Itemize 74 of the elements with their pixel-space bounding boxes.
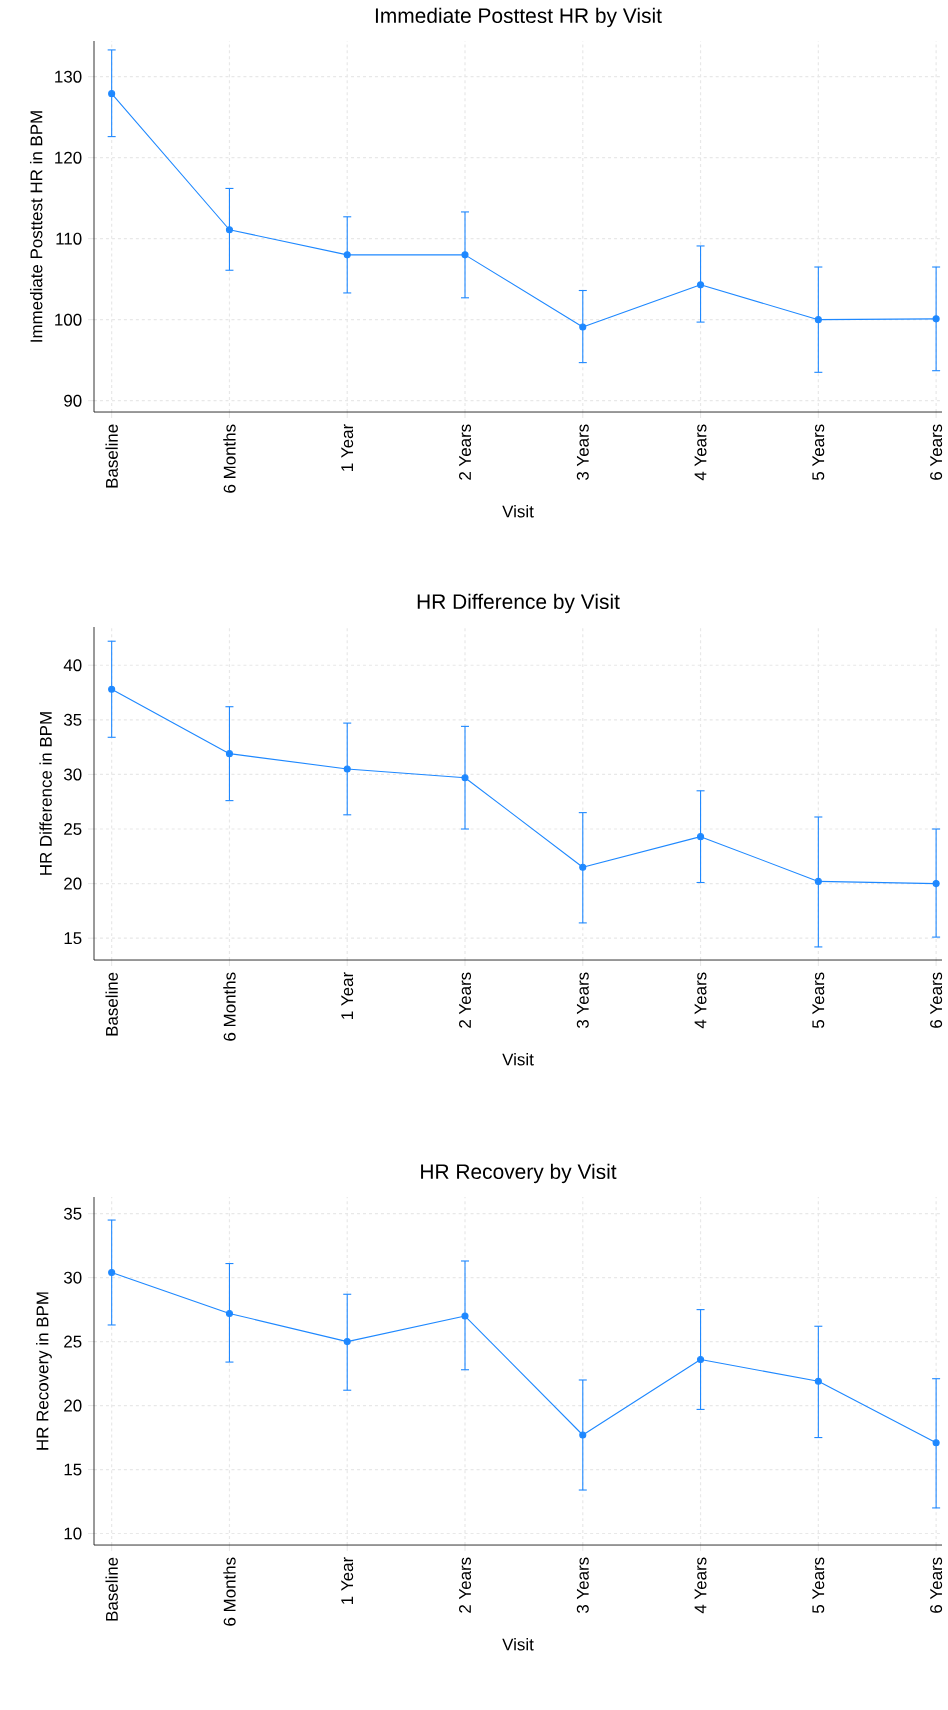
x-tick-label: 3 Years: [576, 972, 589, 1029]
x-tick-label: Baseline: [105, 424, 119, 488]
point: [108, 685, 116, 693]
x-tick-label: 2 Years: [459, 972, 472, 1028]
chart-title: Immediate Posttest HR by Visit: [376, 7, 662, 28]
chart-title: HR Difference by Visit: [417, 593, 620, 614]
x-tick-label: 4 Years: [694, 972, 707, 1029]
y-tick-label: 35: [64, 1207, 82, 1220]
point: [226, 750, 234, 758]
y-tick-label: 40: [63, 659, 82, 672]
y-tick-label: 120: [55, 151, 82, 164]
x-tick-label: 6 Months: [223, 424, 236, 493]
x-tick-label: Baseline: [105, 972, 119, 1036]
y-tick-label: 90: [64, 394, 82, 407]
y-axis-title: HR Difference in BPM: [39, 712, 52, 875]
x-axis-title: Visit: [502, 1053, 534, 1066]
y-axis-title: HR Recovery in BPM: [36, 1292, 52, 1450]
point: [461, 251, 469, 259]
point: [226, 1309, 234, 1318]
x-tick-label: 2 Years: [459, 424, 472, 480]
x-tick-label: 4 Years: [694, 424, 707, 481]
point: [343, 765, 351, 773]
chart-title: HR Recovery by Visit: [421, 1163, 617, 1184]
x-tick-label: 6 Years: [930, 1557, 943, 1613]
point: [108, 1268, 116, 1277]
y-tick-label: 10: [64, 1527, 82, 1540]
point: [697, 833, 705, 841]
x-tick-label: 1 Year: [341, 1557, 354, 1604]
x-tick-label: 5 Years: [812, 972, 825, 1029]
y-tick-label: 25: [64, 1335, 82, 1348]
point: [932, 880, 940, 888]
point: [343, 1338, 351, 1346]
point: [108, 90, 116, 98]
point: [932, 1439, 940, 1447]
x-axis-title: Visit: [502, 505, 534, 518]
point: [579, 323, 587, 331]
point: [697, 281, 705, 289]
y-tick-label: 25: [64, 823, 82, 836]
point: [461, 774, 469, 782]
point: [697, 1355, 705, 1364]
point: [814, 877, 823, 885]
y-tick-label: 30: [64, 768, 82, 781]
x-tick-label: Baseline: [105, 1557, 119, 1621]
x-tick-label: 1 Year: [341, 424, 354, 471]
y-tick-label: 130: [55, 70, 82, 83]
x-tick-label: 3 Years: [576, 1557, 589, 1614]
y-axis-title: Immediate Posttest HR in BPM: [30, 111, 43, 342]
point: [579, 863, 587, 871]
x-tick-label: 5 Years: [812, 424, 825, 480]
point: [814, 1377, 823, 1385]
point: [932, 315, 940, 323]
x-tick-label: 6 Months: [223, 972, 236, 1041]
point: [814, 316, 823, 324]
point: [226, 226, 234, 234]
y-tick-label: 30: [64, 1271, 82, 1284]
x-tick-label: 4 Years: [694, 1557, 707, 1614]
point: [461, 1312, 469, 1320]
y-tick-label: 15: [64, 932, 82, 945]
x-tick-label: 6 Years: [930, 424, 943, 480]
y-tick-label: 110: [56, 232, 82, 245]
x-tick-label: 2 Years: [459, 1557, 472, 1613]
x-tick-label: 6 Years: [930, 972, 943, 1028]
x-tick-label: 3 Years: [576, 424, 589, 481]
point: [579, 1431, 587, 1439]
x-tick-label: 1 Year: [341, 972, 354, 1019]
y-tick-label: 15: [64, 1463, 82, 1476]
x-tick-label: 6 Months: [223, 1557, 236, 1626]
y-tick-label: 20: [64, 877, 82, 890]
point: [343, 251, 351, 259]
x-tick-label: 5 Years: [812, 1557, 825, 1614]
y-tick-label: 100: [55, 313, 82, 326]
x-axis-title: Visit: [502, 1638, 534, 1651]
y-tick-label: 35: [64, 713, 82, 726]
y-tick-label: 20: [64, 1399, 82, 1412]
